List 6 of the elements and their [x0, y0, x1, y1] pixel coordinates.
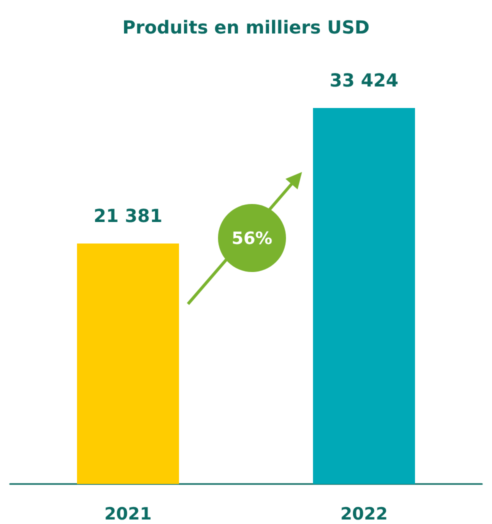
x-tick-label: 2022	[340, 504, 388, 524]
x-tick-label: 2021	[104, 504, 152, 524]
chart-title: Produits en milliers USD	[122, 18, 370, 38]
annotation: 56%	[232, 229, 272, 249]
data-label: 33 424	[330, 70, 398, 92]
data-label: 21 381	[94, 206, 162, 227]
